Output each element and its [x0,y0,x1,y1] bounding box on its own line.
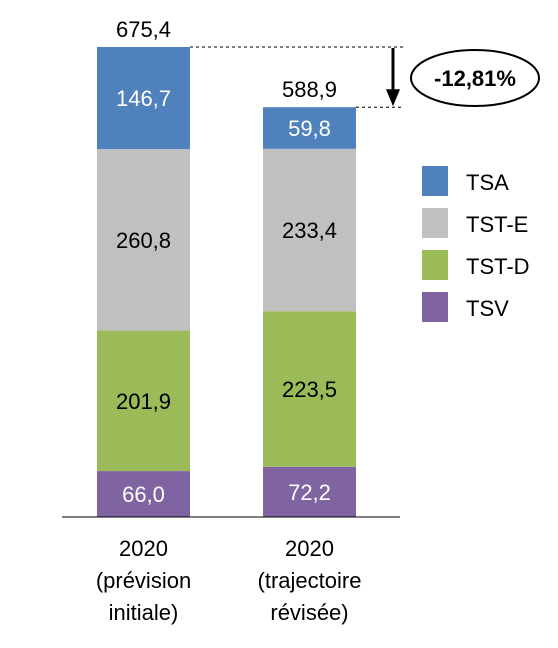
legend-label-tsa: TSA [466,170,509,195]
legend-label-tsv: TSV [466,296,509,321]
data-label-tsa-0: 146,7 [116,86,171,111]
legend-swatch-tsa [422,166,448,196]
bar-tst-e-1 [263,148,356,312]
percentage-badge [410,49,540,107]
arrow-down-icon [386,89,400,107]
bar-tsa-0 [97,47,190,150]
legend-label-tst-e: TST-E [466,212,528,237]
data-label-tsv-1: 72,2 [288,480,331,505]
data-label-tst-e-0: 260,8 [116,228,171,253]
bar-tst-d-1 [263,311,356,467]
data-label-tst-d-1: 223,5 [282,377,337,402]
category-label-1-1: (trajectoire [258,568,362,593]
category-label-0-1: (prévision [96,568,191,593]
legend: TSA TST-E TST-D TSV [422,166,530,322]
data-label-tst-e-1: 233,4 [282,218,337,243]
data-label-tsa-1: 59,8 [288,116,331,141]
legend-swatch-tst-d [422,250,448,280]
bar-tst-d-0 [97,330,190,472]
category-label-1-2: révisée) [270,600,348,625]
legend-label-tst-d: TST-D [466,254,530,279]
bar-tst-e-0 [97,149,190,331]
percentage-badge-text: -12,81% [434,66,516,91]
bar-tsv-1 [263,466,356,517]
labels-layer: 66,0 201,9 260,8 146,7 675,4 72,2 223,5 233,4 59… [116,17,337,507]
category-label-0-2: initiale) [109,600,179,625]
total-label-0: 675,4 [116,17,171,42]
bar-tsa-1 [263,107,356,149]
data-label-tsv-0: 66,0 [122,482,165,507]
total-label-1: 588,9 [282,77,337,102]
legend-swatch-tst-e [422,208,448,238]
bar-tsv-0 [97,471,190,517]
category-label-1-0: 2020 [285,536,334,561]
difference-annotation: -12,81% [190,46,540,108]
data-label-tst-d-0: 201,9 [116,389,171,414]
bars-layer [97,47,356,517]
category-label-0-0: 2020 [119,536,168,561]
legend-swatch-tsv [422,292,448,322]
category-labels: 2020 (prévision initiale) 2020 (trajectoire r… [96,536,362,625]
